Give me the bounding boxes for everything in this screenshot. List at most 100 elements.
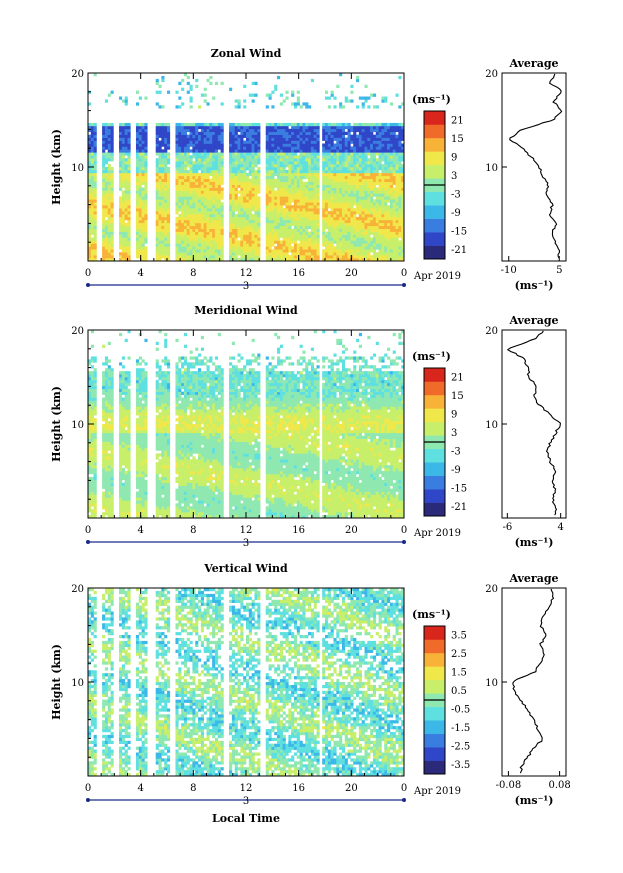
heatmap-cell (299, 181, 303, 185)
heatmap-cell (158, 178, 162, 182)
heatmap-cell (240, 122, 244, 127)
heatmap-cell (251, 228, 255, 232)
heatmap-cell (251, 152, 255, 156)
heatmap-cell (313, 249, 317, 253)
heatmap-cell (279, 175, 283, 180)
heatmap-cell (356, 222, 360, 227)
heatmap-cell (310, 193, 315, 197)
heatmap-cell (246, 131, 250, 135)
heatmap-cell (401, 208, 405, 212)
heatmap-cell (246, 181, 250, 185)
heatmap-cell (212, 152, 216, 156)
heatmap-cell (206, 240, 210, 244)
heatmap-cell (285, 193, 289, 197)
heatmap-cell (229, 255, 233, 259)
heatmap-cell (268, 93, 272, 97)
heatmap-cell (107, 406, 111, 410)
heatmap-cell (214, 140, 219, 144)
heatmap-cell (288, 211, 292, 215)
heatmap-cell (310, 78, 315, 83)
heatmap-cell (268, 161, 272, 165)
heatmap-cell (107, 473, 111, 478)
heatmap-cell (384, 99, 388, 103)
heatmap-cell (183, 199, 188, 203)
heatmap-cell (389, 102, 394, 106)
heatmap-cell (398, 225, 402, 229)
heatmap-cell (198, 237, 202, 241)
heatmap-cell (178, 143, 182, 147)
heatmap-cell (322, 190, 326, 194)
heatmap-cell (387, 205, 391, 209)
heatmap-cell (271, 214, 275, 218)
heatmap-cell (200, 181, 204, 185)
heatmap-cell (299, 199, 303, 203)
heatmap-cell (268, 131, 272, 135)
heatmap-cell (243, 228, 247, 232)
heatmap-cell (161, 219, 165, 224)
heatmap-cell (144, 134, 148, 138)
heatmap-cell (381, 225, 385, 229)
heatmap-cell (310, 231, 315, 235)
heatmap-cell (395, 190, 399, 194)
heatmap-cell (279, 196, 283, 200)
heatmap-cell (347, 125, 351, 130)
heatmap-cell (178, 237, 182, 241)
heatmap-cell (330, 175, 334, 180)
heatmap-cell (88, 503, 92, 507)
heatmap-cell (398, 199, 402, 203)
heatmap-cell (291, 169, 295, 174)
heatmap-cell (203, 143, 207, 147)
heatmap-cell (90, 258, 94, 262)
heatmap-cell (336, 246, 340, 250)
heatmap-cell (214, 240, 219, 244)
heatmap-cell (107, 255, 111, 259)
heatmap-cell (110, 125, 114, 130)
heatmap-cell (305, 164, 309, 168)
heatmap-cell (107, 234, 111, 238)
heatmap-cell (288, 167, 292, 171)
heatmap-cell (308, 240, 312, 244)
heatmap-cell (175, 167, 179, 171)
heatmap-cell (127, 152, 131, 156)
heatmap-cell (93, 429, 97, 434)
heatmap-cell (279, 146, 283, 150)
heatmap-cell (214, 211, 219, 215)
heatmap-cell (381, 167, 385, 171)
heatmap-cell (296, 187, 300, 191)
heatmap-cell (107, 167, 111, 171)
heatmap-cell (339, 181, 343, 185)
heatmap-cell (214, 143, 219, 147)
heatmap-cell (135, 193, 140, 197)
heatmap-cell (387, 128, 391, 133)
heatmap-cell (257, 131, 261, 135)
heatmap-cell (389, 131, 394, 135)
heatmap-cell (291, 178, 295, 182)
heatmap-cell (389, 258, 394, 262)
heatmap-cell (110, 465, 114, 469)
heatmap-cell (325, 152, 329, 156)
heatmap-cell (282, 225, 286, 229)
heatmap-cell (121, 208, 125, 212)
heatmap-cell (104, 456, 109, 460)
heatmap-cell (127, 137, 131, 141)
heatmap-cell (158, 140, 162, 144)
heatmap-cell (246, 164, 250, 168)
heatmap-cell (178, 122, 182, 127)
heatmap-cell (209, 164, 213, 168)
heatmap-cell (214, 219, 219, 224)
heatmap-cell (246, 202, 250, 206)
heatmap-cell (296, 243, 300, 247)
heatmap-cell (90, 456, 94, 460)
heatmap-cell (90, 131, 94, 135)
heatmap-cell (367, 208, 371, 212)
heatmap-cell (175, 255, 179, 259)
heatmap-cell (279, 184, 283, 188)
heatmap-cell (310, 205, 315, 209)
heatmap-cell (161, 155, 165, 159)
heatmap-cell (181, 184, 185, 188)
heatmap-cell (155, 231, 159, 235)
heatmap-cell (175, 149, 179, 153)
heatmap-cell (308, 187, 312, 191)
heatmap-cell (141, 252, 145, 256)
heatmap-cell (305, 237, 309, 241)
